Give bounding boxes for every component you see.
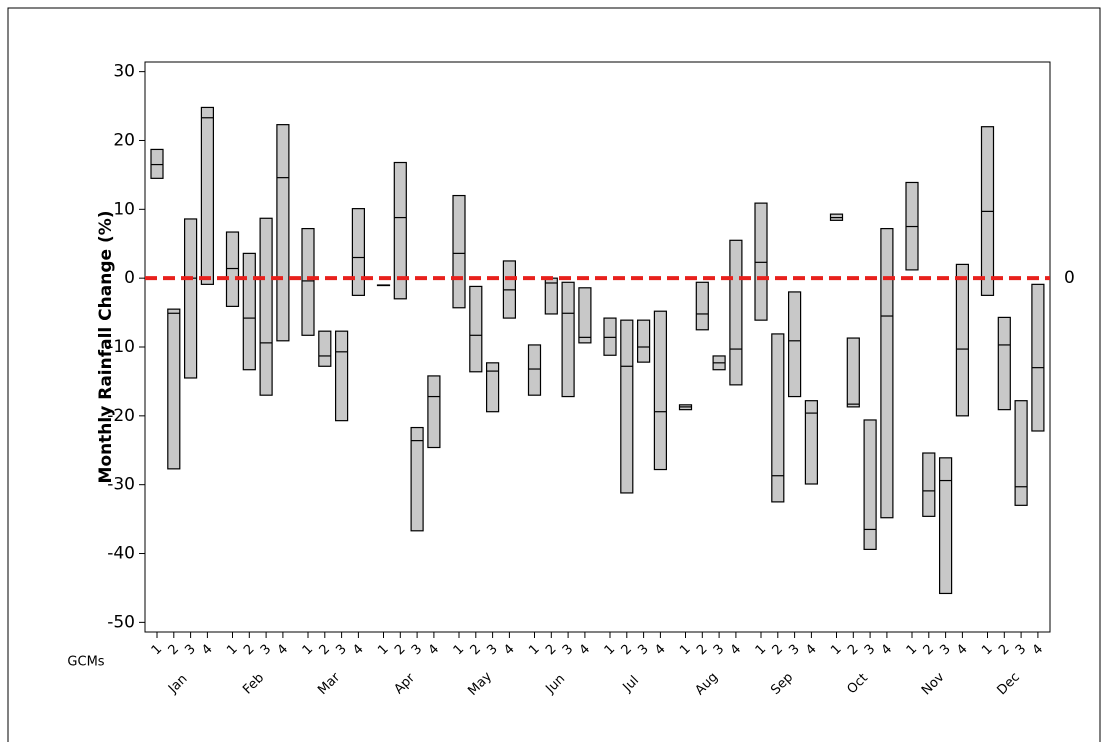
range-box	[167, 308, 181, 470]
range-box	[653, 310, 668, 471]
plot-frame	[144, 61, 1051, 633]
y-tick-label: 30	[113, 62, 135, 82]
range-box	[787, 291, 802, 398]
range-box	[150, 148, 164, 179]
range-box	[729, 239, 743, 386]
y-tick-label: -50	[107, 612, 135, 632]
range-box	[846, 337, 860, 408]
y-tick-label: -30	[107, 475, 135, 495]
range-box	[1014, 400, 1028, 506]
x-group-label: GCMs	[67, 655, 104, 670]
range-box	[636, 319, 651, 363]
range-box	[200, 106, 214, 285]
range-box	[259, 217, 273, 396]
range-box	[184, 218, 198, 379]
reference-label: 0	[1064, 268, 1075, 288]
range-box	[486, 362, 500, 413]
range-box	[242, 252, 256, 371]
y-tick-label: 20	[113, 130, 135, 150]
y-axis-label: Monthly Rainfall Change (%)	[96, 210, 116, 483]
range-box	[276, 124, 290, 342]
range-box	[578, 287, 592, 344]
range-box	[754, 202, 768, 321]
range-box	[922, 452, 936, 517]
range-box	[318, 330, 332, 367]
range-box	[527, 344, 542, 396]
range-box	[695, 281, 709, 331]
range-box	[469, 285, 483, 373]
range-box	[771, 333, 785, 503]
y-tick-label: 0	[124, 268, 135, 288]
y-tick-label: -10	[107, 337, 135, 357]
y-tick-label: -20	[107, 406, 135, 426]
y-tick-label: -40	[107, 544, 135, 564]
range-box	[880, 227, 894, 519]
range-box	[225, 231, 240, 307]
range-box	[427, 375, 441, 449]
range-box	[1031, 283, 1045, 432]
range-box	[452, 194, 466, 309]
range-box	[301, 227, 315, 336]
range-box	[393, 161, 407, 300]
range-box	[938, 457, 953, 595]
range-box	[335, 330, 349, 422]
range-box	[804, 400, 819, 485]
range-box	[863, 419, 877, 550]
y-tick-label: 10	[113, 199, 135, 219]
range-box	[410, 426, 424, 532]
range-box	[561, 281, 575, 398]
range-box	[997, 316, 1011, 411]
range-box	[351, 208, 365, 296]
range-box	[603, 317, 617, 356]
range-box	[955, 263, 970, 417]
range-box	[620, 319, 634, 494]
